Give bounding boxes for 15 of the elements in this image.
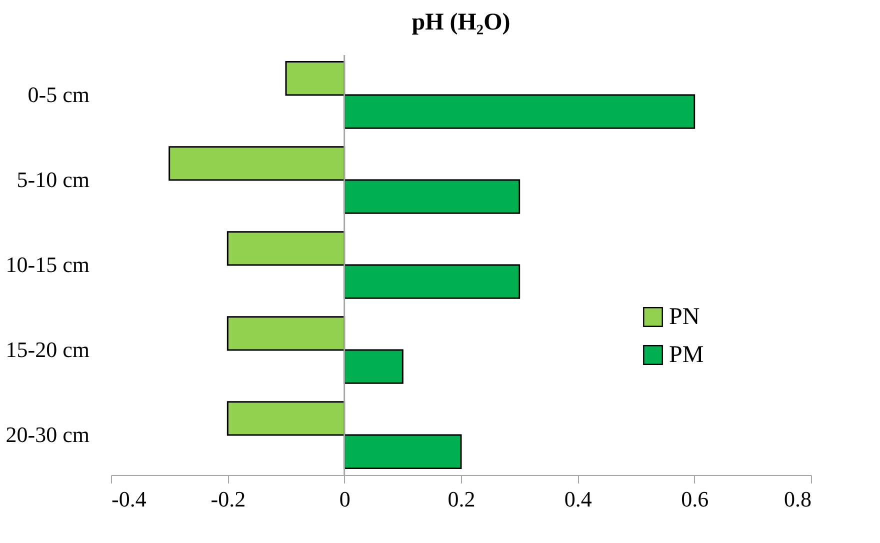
x-tick-label: -0.4	[112, 486, 146, 512]
legend-label: PN	[669, 304, 700, 330]
x-tick-label: 0.8	[784, 486, 812, 512]
y-tick-label: 10-15 cm	[6, 252, 90, 277]
x-tick-label: 0	[339, 486, 350, 512]
y-tick-label: 20-30 cm	[6, 422, 90, 448]
legend-label: PM	[669, 342, 704, 368]
x-tick-label: 0.4	[564, 486, 592, 512]
x-tick-label: 0.2	[448, 486, 476, 512]
x-tick-label: 0.6	[681, 486, 709, 512]
x-tick-label: -0.2	[210, 486, 246, 512]
y-tick-label: 0-5 cm	[28, 82, 90, 107]
y-tick-label: 15-20 cm	[6, 337, 90, 362]
chart-title: pH (H₂O)	[412, 9, 510, 36]
y-tick-label: 5-10 cm	[16, 166, 90, 192]
